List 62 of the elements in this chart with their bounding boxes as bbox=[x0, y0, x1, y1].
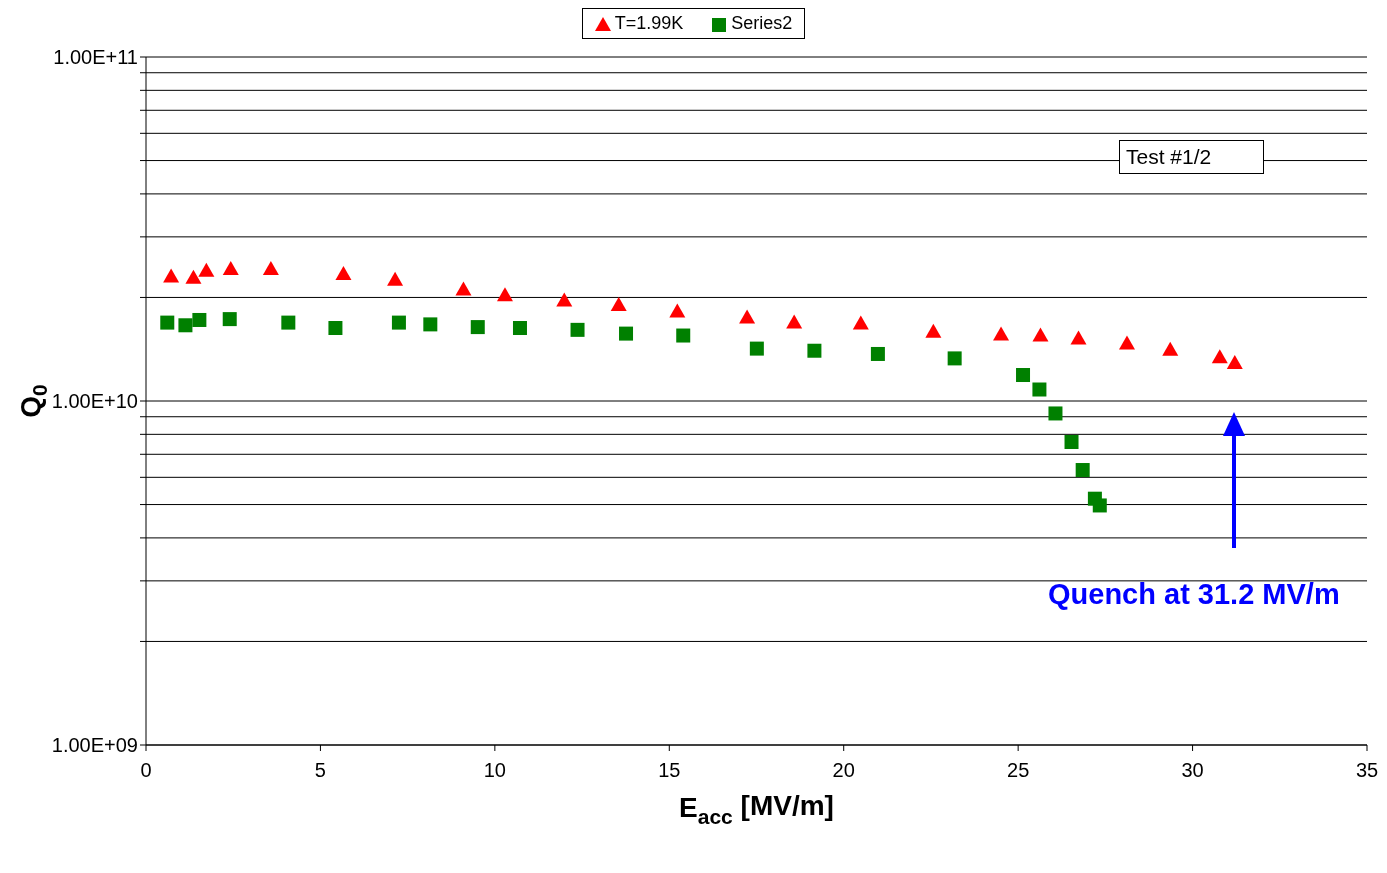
x-tick-label: 0 bbox=[140, 759, 152, 782]
y-tick-label: 1.00E+09 bbox=[51, 734, 138, 757]
point bbox=[512, 321, 527, 336]
point bbox=[328, 321, 343, 336]
x-tick-label: 5 bbox=[314, 759, 326, 782]
point bbox=[570, 322, 585, 337]
point bbox=[739, 309, 756, 324]
point bbox=[222, 312, 237, 327]
point bbox=[556, 292, 573, 307]
point bbox=[1048, 406, 1063, 421]
legend-label: T=1.99K bbox=[613, 13, 684, 34]
point bbox=[1070, 330, 1087, 345]
annotation: Quench at 31.2 MV/m bbox=[1048, 578, 1340, 611]
point bbox=[281, 315, 296, 330]
point bbox=[870, 346, 885, 361]
x-axis-title: E$_{acc}$ [MV/m] bbox=[679, 789, 834, 829]
point bbox=[807, 343, 822, 358]
point bbox=[993, 326, 1010, 341]
x-tick-label: 15 bbox=[658, 759, 681, 782]
x-tick-label: 30 bbox=[1181, 759, 1204, 782]
point bbox=[852, 315, 869, 330]
point bbox=[423, 317, 438, 332]
point bbox=[222, 260, 239, 275]
point bbox=[1016, 368, 1031, 383]
point bbox=[786, 314, 803, 329]
point bbox=[947, 351, 962, 366]
point bbox=[1075, 463, 1090, 478]
point bbox=[1226, 354, 1243, 369]
point bbox=[676, 328, 691, 343]
y-tick-label: 1.00E+11 bbox=[53, 46, 138, 69]
point bbox=[470, 320, 485, 335]
point bbox=[669, 303, 686, 318]
point bbox=[178, 318, 193, 333]
point bbox=[1162, 341, 1179, 356]
point bbox=[163, 268, 180, 283]
point bbox=[455, 281, 472, 296]
point bbox=[198, 262, 215, 277]
point bbox=[335, 265, 352, 280]
point bbox=[496, 287, 513, 302]
point bbox=[1064, 435, 1079, 449]
annotation: Test #1/2 bbox=[1119, 140, 1264, 174]
y-tick-label: 1.00E+10 bbox=[51, 390, 138, 413]
point bbox=[387, 271, 404, 286]
point bbox=[1032, 382, 1047, 397]
point bbox=[262, 260, 279, 275]
point bbox=[160, 315, 175, 330]
x-tick-label: 25 bbox=[1007, 759, 1030, 782]
x-tick-label: 35 bbox=[1355, 759, 1379, 782]
point bbox=[391, 315, 406, 330]
point bbox=[1118, 335, 1135, 350]
point bbox=[619, 326, 634, 341]
point bbox=[192, 312, 207, 327]
point bbox=[1092, 498, 1107, 513]
point bbox=[925, 323, 942, 338]
x-tick-label: 10 bbox=[483, 759, 506, 782]
point bbox=[749, 341, 764, 356]
point bbox=[610, 297, 627, 312]
legend-label: Series2 bbox=[730, 13, 793, 34]
point bbox=[1032, 327, 1049, 342]
x-tick-label: 20 bbox=[832, 759, 855, 782]
point bbox=[1211, 349, 1228, 364]
point bbox=[185, 269, 202, 284]
